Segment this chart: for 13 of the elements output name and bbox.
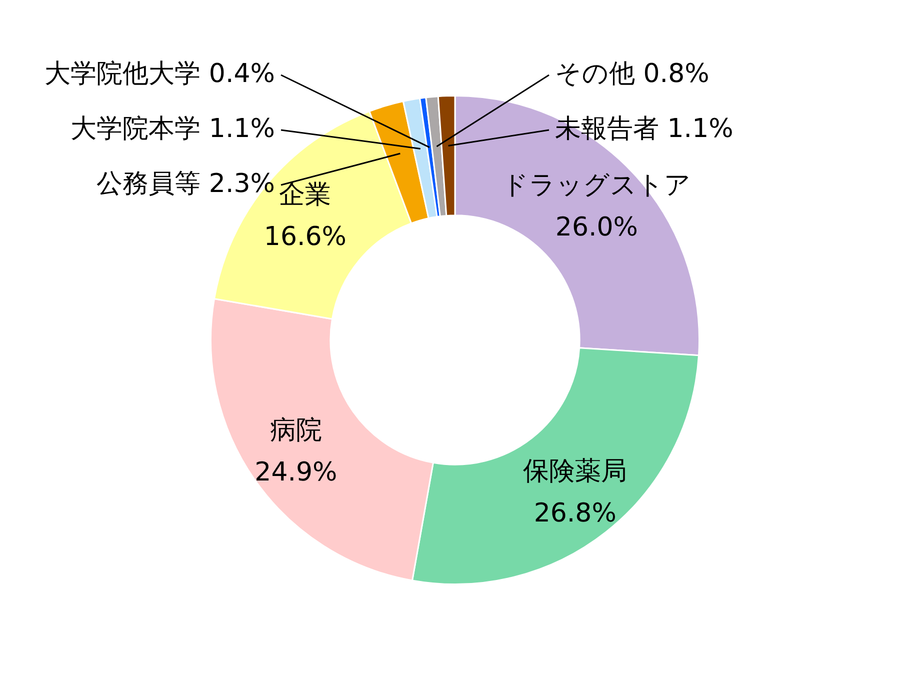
slice-label: 大学院本学 1.1% xyxy=(70,114,275,144)
data-label: 26.8% xyxy=(534,498,616,529)
slice-label: 大学院他大学 0.4% xyxy=(44,58,275,89)
slice-label: ドラッグストア xyxy=(502,170,692,201)
slice-label: 企業 xyxy=(279,180,332,210)
data-label: 16.6% xyxy=(264,222,347,252)
slice-label: 保険薬局 xyxy=(523,456,628,487)
slice-label: その他 0.8% xyxy=(555,58,710,89)
data-label: 26.0% xyxy=(555,212,638,243)
data-label: 24.9% xyxy=(254,458,338,488)
slice-label: 未報告者 1.1% xyxy=(555,114,734,144)
slice-label: 病院 xyxy=(270,416,322,446)
slice-label: 公務員等 2.3% xyxy=(96,168,275,199)
